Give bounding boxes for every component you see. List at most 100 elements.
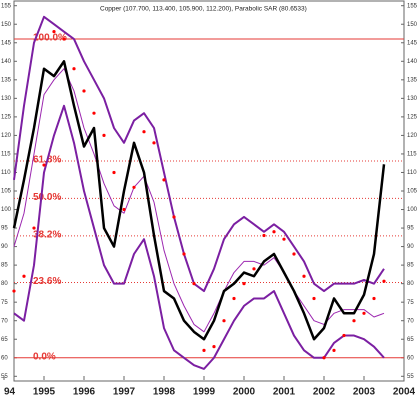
- sar-dot: [12, 289, 16, 293]
- series-line: [12, 60, 386, 341]
- sar-dot: [162, 178, 166, 182]
- y-tick-label: 125: [1, 114, 12, 120]
- sar-dot: [152, 141, 156, 145]
- y-tick-label-right: 135: [407, 77, 418, 83]
- sar-dot: [32, 226, 36, 230]
- sar-dot: [132, 185, 136, 189]
- y-tick-label: 130: [1, 96, 12, 102]
- x-tick-label: 2002: [313, 387, 336, 398]
- sar-dot: [332, 348, 336, 352]
- fib-label: 100.0%: [33, 33, 67, 44]
- sar-dot: [242, 282, 246, 286]
- y-tick-label-right: 140: [407, 59, 418, 65]
- sar-dot: [52, 30, 56, 34]
- series-line: [13, 68, 385, 333]
- y-tick-label-right: 145: [407, 40, 418, 46]
- chart-title: Copper (107.700, 113.400, 105.900, 112.2…: [100, 6, 307, 13]
- y-tick-label: 135: [1, 77, 12, 83]
- y-tick-label-right: 60: [407, 355, 414, 361]
- y-tick-label-right: 115: [407, 152, 417, 158]
- sar-dot: [122, 207, 126, 212]
- y-tick-label: 145: [1, 40, 12, 46]
- y-tick-label-right: 150: [407, 22, 418, 28]
- series-line: [13, 15, 385, 293]
- sar-dot: [142, 130, 146, 134]
- fib-label: 50.0%: [33, 192, 61, 203]
- sar-dot: [272, 230, 276, 234]
- y-tick-label: 70: [1, 318, 8, 324]
- y-tick-label: 80: [1, 281, 8, 287]
- y-tick-label-right: 85: [407, 263, 414, 269]
- sar-dot: [102, 133, 106, 138]
- x-tick-label: 2001: [273, 387, 296, 398]
- sar-dot: [112, 170, 116, 175]
- fib-label: 23.6%: [33, 276, 61, 287]
- y-tick-label-right: 90: [407, 244, 414, 250]
- sar-dot: [372, 296, 376, 301]
- sar-dot: [172, 215, 176, 219]
- y-tick-label-right: 130: [407, 96, 418, 102]
- x-tick-label: 2000: [233, 387, 256, 398]
- sar-dot: [252, 267, 256, 271]
- series-line: [13, 104, 385, 370]
- fib-label: 0.0%: [33, 351, 56, 362]
- x-tick-label: 1999: [193, 387, 216, 398]
- y-tick-label-right: 65: [407, 337, 414, 343]
- y-tick-label: 115: [1, 152, 11, 158]
- x-tick-label: 1997: [113, 387, 136, 398]
- sar-dot: [312, 296, 316, 301]
- y-tick-label-right: 80: [407, 281, 414, 287]
- y-tick-label-right: 125: [407, 114, 418, 120]
- y-tick-label-right: 95: [407, 226, 414, 232]
- y-tick-label: 110: [1, 170, 11, 176]
- y-tick-label: 75: [1, 300, 8, 306]
- sar-dot: [382, 279, 386, 283]
- y-tick-label: 85: [1, 263, 8, 269]
- plot-frame: [13, 0, 405, 382]
- x-tick-label: 2003: [353, 387, 376, 398]
- sar-dot: [292, 252, 296, 256]
- y-tick-label-right: 120: [407, 133, 418, 139]
- x-tick-label: 1998: [153, 387, 176, 398]
- sar-dot: [352, 319, 356, 323]
- y-tick-label-right: 55: [407, 374, 414, 380]
- sar-dot: [222, 319, 226, 323]
- y-tick-label-right: 105: [407, 189, 418, 195]
- sar-dot: [42, 163, 46, 167]
- y-tick-label: 140: [1, 59, 12, 65]
- x-tick-label: 1995: [33, 387, 56, 398]
- y-tick-label-right: 75: [407, 300, 414, 306]
- sar-dot: [22, 274, 26, 278]
- sar-dot: [72, 67, 76, 71]
- sar-dot: [62, 37, 66, 41]
- x-tick-label: 94: [4, 387, 16, 398]
- y-tick-label-right: 70: [407, 318, 414, 324]
- y-tick-label-right: 110: [407, 170, 417, 176]
- y-tick-label: 90: [1, 244, 8, 250]
- sar-dot: [232, 296, 236, 301]
- y-tick-label-right: 155: [407, 3, 418, 9]
- sar-dot: [192, 282, 196, 286]
- sar-dot: [182, 252, 186, 256]
- y-tick-label: 95: [1, 226, 8, 232]
- fib-label: 38.2%: [33, 229, 61, 240]
- sar-dot: [322, 356, 326, 360]
- x-tick-label: 1996: [73, 387, 96, 398]
- sar-dot: [262, 233, 266, 238]
- y-tick-label: 60: [1, 355, 8, 361]
- sar-dot: [82, 89, 86, 93]
- y-tick-label: 120: [1, 133, 12, 139]
- y-tick-label: 65: [1, 337, 8, 343]
- sar-dot: [212, 345, 216, 349]
- sar-dot: [362, 311, 366, 315]
- sar-dot: [302, 274, 306, 278]
- y-tick-label: 55: [1, 374, 8, 380]
- y-tick-label: 100: [1, 207, 12, 213]
- sar-dot: [202, 348, 206, 352]
- x-tick-label: 2004: [393, 387, 416, 398]
- y-tick-label: 155: [1, 3, 12, 9]
- sar-dot: [92, 111, 96, 115]
- sar-dot: [342, 333, 346, 338]
- y-tick-label-right: 100: [407, 207, 418, 213]
